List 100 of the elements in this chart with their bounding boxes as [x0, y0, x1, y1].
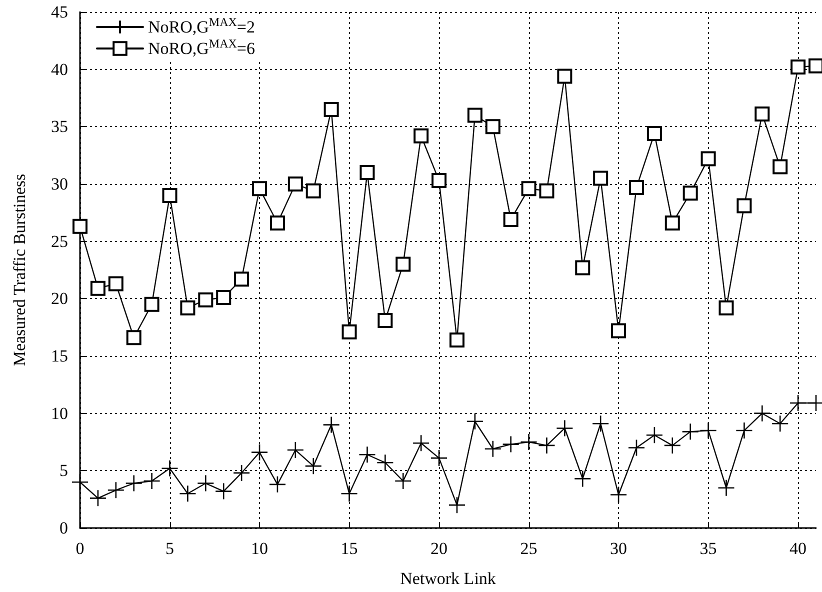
x-tick-label: 30	[610, 539, 628, 558]
point	[628, 180, 644, 195]
point	[467, 108, 482, 123]
point	[753, 404, 771, 422]
point	[430, 449, 448, 467]
point	[306, 183, 321, 198]
point	[610, 486, 628, 504]
point	[700, 151, 716, 166]
point	[143, 472, 160, 490]
y-tick-label: 15	[51, 346, 68, 366]
point	[376, 454, 394, 472]
point	[539, 183, 554, 198]
point	[628, 439, 646, 456]
point	[214, 482, 232, 500]
point	[234, 272, 250, 287]
point	[71, 473, 89, 491]
point	[736, 198, 752, 214]
point	[736, 422, 753, 440]
point	[664, 436, 682, 454]
point	[162, 188, 178, 203]
point	[358, 446, 376, 464]
point	[232, 464, 250, 482]
point	[718, 300, 734, 316]
point	[322, 416, 340, 434]
point	[414, 128, 429, 144]
x-tick-label: 15	[340, 539, 358, 558]
point	[556, 420, 574, 437]
x-tick-label: 20	[430, 539, 448, 558]
point	[198, 292, 214, 308]
point	[557, 68, 572, 84]
point	[503, 212, 518, 228]
point	[664, 215, 680, 230]
point	[484, 440, 502, 458]
point	[125, 474, 143, 492]
point	[593, 170, 608, 186]
y-tick-label: 45	[51, 2, 68, 22]
point	[250, 444, 268, 461]
point	[197, 474, 214, 492]
point	[611, 323, 626, 338]
point	[790, 60, 806, 75]
point	[161, 460, 178, 478]
point	[268, 476, 286, 494]
y-tick-label: 5	[60, 461, 68, 480]
point	[216, 290, 232, 306]
point	[485, 119, 500, 134]
point	[180, 300, 196, 316]
point	[108, 276, 124, 292]
x-tick-label: 40	[790, 539, 807, 558]
point	[466, 412, 484, 430]
y-tick-label: 25	[51, 232, 68, 251]
x-tick-label: 35	[700, 539, 717, 558]
y-tick-label: 20	[51, 289, 68, 308]
y-tick-label: 40	[51, 60, 68, 79]
point	[754, 106, 770, 122]
point	[72, 218, 88, 234]
point	[252, 181, 268, 196]
point	[449, 332, 464, 348]
point	[340, 484, 358, 502]
y-tick-label: 0	[60, 518, 68, 538]
point	[520, 433, 538, 451]
x-tick-label: 25	[520, 539, 538, 558]
point	[592, 415, 610, 432]
y-tick-label: 10	[51, 404, 68, 423]
point	[396, 256, 411, 272]
point	[378, 312, 393, 328]
y-tick-label: 35	[51, 117, 68, 136]
point	[700, 422, 717, 440]
point	[342, 324, 357, 340]
point	[682, 186, 698, 201]
point	[90, 280, 106, 296]
point	[89, 490, 107, 507]
point	[646, 126, 662, 142]
point	[286, 441, 304, 459]
point	[538, 436, 556, 454]
point	[574, 470, 592, 488]
point	[126, 330, 142, 346]
x-tick-label: 10	[251, 539, 268, 558]
point	[412, 434, 430, 452]
point	[502, 436, 520, 453]
point	[575, 260, 590, 276]
point	[432, 173, 447, 188]
point	[718, 479, 735, 497]
point	[448, 496, 466, 514]
point	[772, 159, 788, 174]
x-tick-label: 5	[166, 539, 174, 558]
y-axis-title: Measured Traffic Burstiness	[10, 174, 29, 366]
y-tick-label: 30	[51, 174, 68, 194]
x-tick-label: 0	[76, 539, 84, 558]
point	[270, 215, 285, 230]
point	[771, 415, 789, 432]
point	[646, 426, 664, 444]
point	[324, 102, 339, 117]
point	[394, 472, 412, 490]
point	[179, 484, 196, 502]
x-axis-title: Network Link	[400, 569, 496, 588]
point	[288, 176, 303, 192]
point	[682, 423, 699, 440]
point	[107, 482, 125, 499]
point	[521, 181, 536, 196]
point	[304, 457, 322, 475]
